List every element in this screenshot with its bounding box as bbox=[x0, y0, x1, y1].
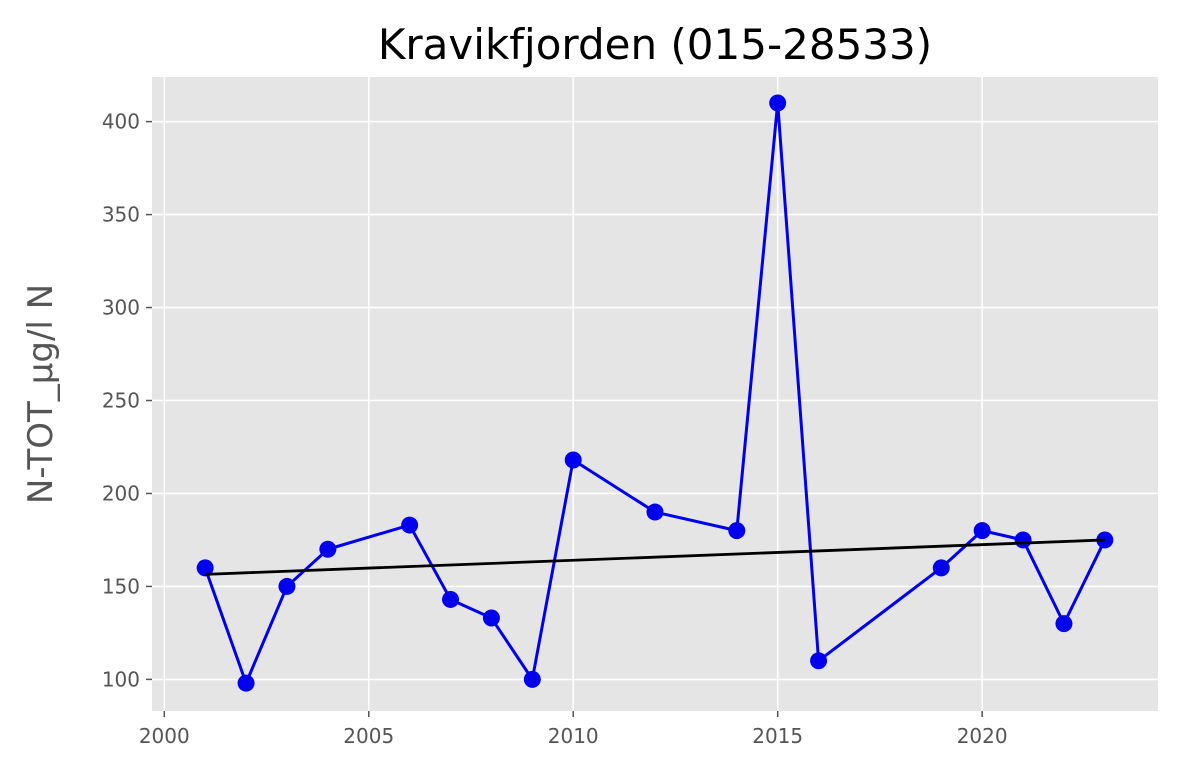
data-point bbox=[278, 577, 296, 595]
data-point bbox=[319, 540, 337, 558]
x-tick-label: 2015 bbox=[752, 724, 803, 748]
data-point bbox=[482, 609, 500, 627]
x-tick-label: 2020 bbox=[957, 724, 1008, 748]
data-point bbox=[810, 652, 828, 670]
data-point bbox=[237, 674, 255, 692]
y-tick-label: 350 bbox=[102, 203, 140, 227]
data-point bbox=[442, 590, 460, 608]
data-point bbox=[523, 670, 541, 688]
plot-background bbox=[152, 77, 1158, 711]
chart-title: Kravikfjorden (015-28533) bbox=[378, 20, 932, 69]
x-axis-ticks: 2000 2005 2010 2015 2020 bbox=[139, 711, 1008, 748]
data-point bbox=[769, 94, 787, 112]
trend-line bbox=[205, 538, 1105, 576]
y-tick-label: 300 bbox=[102, 296, 140, 320]
data-point bbox=[564, 451, 582, 469]
y-axis-label: N-TOT_µg/l N bbox=[21, 284, 61, 504]
x-tick-label: 2005 bbox=[343, 724, 394, 748]
y-tick-label: 100 bbox=[102, 667, 140, 691]
data-point bbox=[196, 559, 214, 577]
y-tick-label: 400 bbox=[102, 110, 140, 134]
data-point bbox=[646, 503, 664, 521]
y-tick-label: 250 bbox=[102, 389, 140, 413]
y-tick-label: 150 bbox=[102, 574, 140, 598]
data-point bbox=[728, 522, 746, 540]
data-point bbox=[1055, 615, 1073, 633]
x-tick-label: 2010 bbox=[548, 724, 599, 748]
data-point bbox=[973, 522, 991, 540]
data-series bbox=[196, 94, 1114, 692]
data-point bbox=[401, 516, 419, 534]
data-point bbox=[932, 559, 950, 577]
y-tick-label: 200 bbox=[102, 481, 140, 505]
grid-lines bbox=[152, 77, 1158, 711]
y-axis-ticks: 100 150 200 250 300 350 400 bbox=[102, 110, 152, 691]
x-tick-label: 2000 bbox=[139, 724, 190, 748]
data-point bbox=[1014, 531, 1032, 549]
